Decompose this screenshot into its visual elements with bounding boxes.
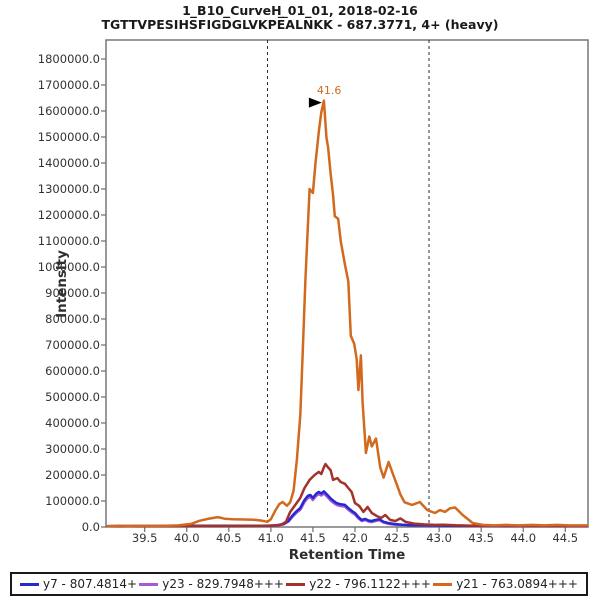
y-tick-label: 200000.0 — [45, 467, 100, 482]
y-tick-label: 600000.0 — [45, 363, 100, 378]
legend-swatch-icon — [286, 582, 306, 586]
legend: y7 - 807.4814+ y23 - 829.7948+++ y22 - 796… — [10, 572, 588, 596]
x-tick-label: 42.0 — [342, 531, 368, 545]
y-tick-label: 1100000.0 — [37, 233, 100, 248]
series-line-y23[interactable] — [106, 492, 589, 528]
x-tick-label: 44.5 — [552, 531, 579, 545]
series-line-y7[interactable] — [106, 490, 589, 528]
x-tick-label: 40.0 — [173, 531, 200, 545]
y-tick-label: 1600000.0 — [37, 103, 100, 118]
x-tick-label: 41.0 — [258, 531, 284, 545]
x-tick-label: 42.5 — [384, 531, 410, 545]
y-tick-label: 0.0 — [81, 520, 100, 534]
y-tick-label: 100000.0 — [45, 493, 100, 508]
legend-label: y7 - 807.4814+ — [43, 577, 138, 591]
peak-arrow-icon[interactable] — [308, 97, 322, 108]
legend-swatch-icon — [433, 582, 453, 586]
peak-annotation-label: 41.6 — [316, 83, 342, 97]
x-tick-label: 43.0 — [426, 531, 452, 545]
y-tick-label: 1200000.0 — [37, 207, 100, 222]
legend-label: y22 - 796.1122+++ — [309, 577, 431, 591]
legend-swatch-icon — [139, 582, 159, 586]
y-tick-label: 500000.0 — [45, 389, 100, 404]
series-line-y21[interactable] — [106, 99, 589, 528]
x-tick-label: 41.5 — [300, 531, 326, 545]
legend-item-y22: y22 - 796.1122+++ — [286, 577, 431, 591]
x-axis-title: Retention Time — [288, 547, 406, 563]
chart-title: 1_B10_CurveH_01_01, 2018-02-16 — [182, 3, 418, 18]
y-tick-label: 1500000.0 — [37, 129, 100, 144]
y-tick-label: 1800000.0 — [37, 51, 100, 66]
y-tick-label: 1000000.0 — [37, 259, 100, 274]
y-tick-label: 300000.0 — [45, 441, 100, 456]
legend-label: y23 - 829.7948+++ — [162, 577, 284, 591]
series-line-y22[interactable] — [106, 462, 589, 528]
legend-swatch-icon — [20, 582, 39, 586]
y-tick-label: 1700000.0 — [37, 77, 100, 92]
plot-frame — [105, 39, 589, 528]
x-tick-label: 40.5 — [216, 531, 242, 545]
y-tick-label: 400000.0 — [45, 415, 100, 430]
legend-label: y21 - 763.0894+++ — [456, 577, 578, 591]
y-tick-label: 800000.0 — [45, 311, 100, 326]
x-tick-label: 39.5 — [131, 531, 158, 545]
legend-item-y21: y21 - 763.0894+++ — [433, 577, 578, 591]
legend-item-y23: y23 - 829.7948+++ — [139, 577, 284, 591]
y-tick-label: 900000.0 — [45, 285, 100, 300]
y-tick-label: 1300000.0 — [37, 181, 100, 196]
y-tick-label: 1400000.0 — [37, 155, 100, 170]
x-tick-label: 44.0 — [510, 531, 537, 545]
y-tick-label: 700000.0 — [45, 337, 100, 352]
x-tick-label: 43.5 — [468, 531, 494, 545]
chart-subtitle: TGTTVPESIHS̅FIGD̅GLVKPE̅ALN̅KK - 687.377… — [101, 17, 499, 32]
legend-item-y7: y7 - 807.4814+ — [20, 577, 137, 591]
